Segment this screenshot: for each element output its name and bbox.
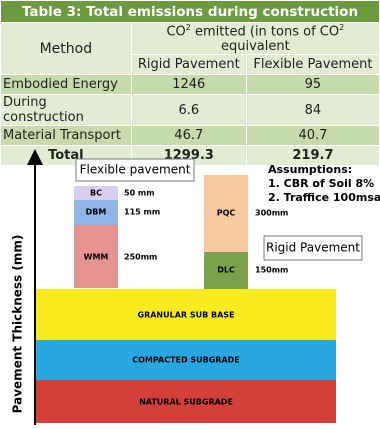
cell-value: 95 <box>245 74 380 96</box>
table-title: Table 3: Total emissions during construc… <box>0 0 380 23</box>
cell-value: 84 <box>245 94 380 127</box>
flexible-label: Flexible pavement <box>80 163 191 177</box>
rigid-label: Rigid Pavement <box>266 241 360 255</box>
sup: 2 <box>339 23 345 32</box>
base-layer-name: NATURAL SUBGRADE <box>139 398 233 407</box>
text: CO <box>166 24 186 40</box>
table-row: Material Transport 46.7 40.7 <box>0 125 380 147</box>
base-layer-name: GRANULAR SUB BASE <box>138 311 235 320</box>
thickness: 115 mm <box>124 208 160 217</box>
table-row: Embodied Energy 1246 95 <box>0 74 380 96</box>
cell-value: 46.7 <box>130 125 247 147</box>
cell-value: 1246 <box>130 74 247 96</box>
base-layer <box>36 340 336 380</box>
thickness: 250mm <box>124 253 157 262</box>
table-body: Embodied Energy 1246 95 During construction… <box>0 74 380 167</box>
layer-name: PQC <box>217 209 236 218</box>
label-box <box>263 235 363 261</box>
layer <box>204 175 248 252</box>
label-box <box>75 158 195 182</box>
layer-name: DLC <box>217 266 235 275</box>
layer <box>74 186 118 200</box>
pavement-diagram: Pavement Thickness (mm) Flexible pavemen… <box>11 149 380 425</box>
sup: 2 <box>185 23 191 32</box>
header-emitted: CO2 emitted (in tons of CO2 equivalent <box>130 21 380 56</box>
thickness: 300mm <box>255 209 288 218</box>
base-layer <box>36 380 336 423</box>
cell-method: During construction <box>0 94 132 127</box>
thickness: 150mm <box>255 266 288 275</box>
layer-name: BC <box>90 189 102 198</box>
cell-value: 6.6 <box>130 94 247 127</box>
cell-method: Embodied Energy <box>0 74 132 96</box>
axis-label: Pavement Thickness (mm) <box>11 235 25 414</box>
cell-value: 219.7 <box>245 145 380 167</box>
header-col: Flexible Pavement <box>245 54 380 76</box>
layer <box>74 225 118 288</box>
layer-name: DBM <box>86 208 107 217</box>
emissions-table: Table 3: Total emissions during construc… <box>0 0 380 167</box>
text: emitted (in tons of CO <box>190 24 340 40</box>
table-row: During construction 6.6 84 <box>0 94 380 127</box>
base-layer-name: COMPACTED SUBGRADE <box>132 356 240 365</box>
assumption: 2. Traffice 100msa <box>268 191 380 204</box>
thickness: 50 mm <box>124 189 155 198</box>
layer <box>204 252 248 289</box>
base-layer <box>36 289 336 340</box>
header-col: Rigid Pavement <box>130 54 247 76</box>
assumption: 1. CBR of Soil 8% <box>268 177 374 190</box>
header-method: Method <box>0 21 132 76</box>
assumption: Assumptions: <box>268 163 352 176</box>
cell-value: 40.7 <box>245 125 380 147</box>
layer <box>74 200 118 225</box>
layer-name: WMM <box>84 253 109 262</box>
text: equivalent <box>220 39 290 55</box>
cell-method: Material Transport <box>0 125 132 147</box>
